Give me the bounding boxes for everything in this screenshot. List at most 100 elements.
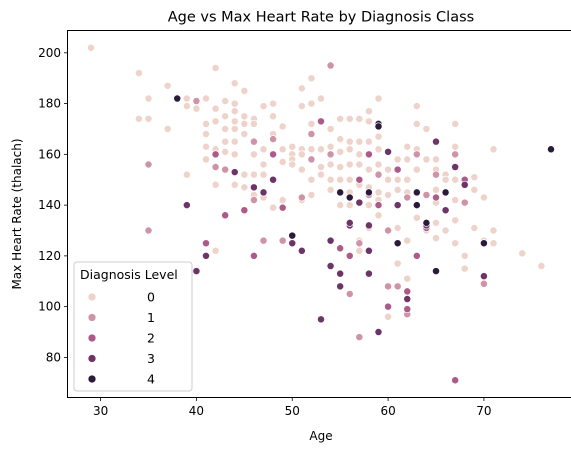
data-point-class-0: [538, 262, 545, 269]
data-point-class-1: [346, 290, 353, 297]
data-point-class-0: [327, 176, 334, 183]
data-point-class-3: [250, 184, 257, 191]
data-point-class-2: [404, 288, 411, 295]
data-point-class-1: [308, 156, 315, 163]
data-point-class-0: [452, 143, 459, 150]
data-point-class-0: [279, 196, 286, 203]
data-point-class-0: [346, 146, 353, 153]
y-tick-label: 200: [38, 46, 61, 60]
data-point-class-1: [452, 151, 459, 158]
data-point-class-0: [269, 113, 276, 120]
data-point-class-4: [413, 202, 420, 209]
data-point-class-2: [269, 151, 276, 158]
data-point-class-0: [337, 202, 344, 209]
data-point-class-0: [356, 151, 363, 158]
data-point-class-0: [337, 136, 344, 143]
data-point-class-0: [442, 227, 449, 234]
data-point-class-0: [404, 237, 411, 244]
data-point-class-1: [413, 151, 420, 158]
data-point-class-0: [212, 64, 219, 71]
data-point-class-0: [222, 113, 229, 120]
data-point-class-2: [384, 303, 391, 310]
data-point-class-3: [289, 240, 296, 247]
data-point-class-0: [452, 120, 459, 127]
data-point-class-0: [241, 184, 248, 191]
data-point-class-0: [423, 125, 430, 132]
data-point-class-1: [404, 194, 411, 201]
chart-title: Age vs Max Heart Rate by Diagnosis Class: [168, 10, 474, 26]
x-tick-label: 60: [380, 404, 395, 418]
data-point-class-1: [432, 171, 439, 178]
data-point-class-1: [327, 62, 334, 69]
data-point-class-0: [269, 100, 276, 107]
data-point-class-0: [452, 217, 459, 224]
data-point-class-2: [432, 194, 439, 201]
data-point-class-0: [327, 125, 334, 132]
data-point-class-0: [222, 97, 229, 104]
data-point-class-0: [308, 191, 315, 198]
data-point-class-0: [260, 103, 267, 110]
data-point-class-0: [365, 202, 372, 209]
data-point-class-2: [413, 252, 420, 259]
data-point-class-0: [432, 156, 439, 163]
data-point-class-0: [461, 265, 468, 272]
data-point-class-2: [404, 306, 411, 313]
data-point-class-0: [394, 186, 401, 193]
data-point-class-0: [212, 118, 219, 125]
data-point-class-0: [375, 146, 382, 153]
data-point-class-0: [356, 138, 363, 145]
data-point-class-4: [174, 95, 181, 102]
data-point-class-0: [346, 161, 353, 168]
data-point-class-4: [423, 219, 430, 226]
data-point-class-3: [365, 270, 372, 277]
data-point-class-3: [337, 270, 344, 277]
y-tick-label: 80: [46, 350, 61, 364]
data-point-class-0: [346, 202, 353, 209]
data-point-class-0: [260, 161, 267, 168]
data-point-class-0: [231, 125, 238, 132]
data-point-class-3: [404, 295, 411, 302]
data-point-class-1: [423, 191, 430, 198]
data-point-class-3: [269, 176, 276, 183]
data-point-class-4: [365, 189, 372, 196]
data-point-class-0: [404, 143, 411, 150]
data-point-class-4: [442, 189, 449, 196]
data-point-class-1: [298, 194, 305, 201]
data-point-class-0: [231, 181, 238, 188]
data-point-class-0: [260, 146, 267, 153]
data-point-class-3: [432, 138, 439, 145]
data-point-class-3: [317, 316, 324, 323]
data-point-class-0: [404, 156, 411, 163]
data-point-class-1: [269, 136, 276, 143]
data-point-class-0: [241, 171, 248, 178]
data-point-class-0: [394, 176, 401, 183]
data-point-class-0: [452, 240, 459, 247]
data-point-class-1: [222, 166, 229, 173]
data-point-class-0: [145, 115, 152, 122]
data-point-class-0: [327, 186, 334, 193]
data-point-class-0: [346, 176, 353, 183]
data-point-class-0: [250, 120, 257, 127]
data-point-class-0: [308, 146, 315, 153]
data-point-class-0: [384, 191, 391, 198]
data-point-class-2: [222, 212, 229, 219]
data-point-class-0: [279, 146, 286, 153]
data-point-class-3: [327, 237, 334, 244]
data-point-class-0: [135, 115, 142, 122]
data-point-class-0: [202, 156, 209, 163]
data-point-class-0: [413, 120, 420, 127]
data-point-class-0: [337, 176, 344, 183]
data-point-class-0: [490, 227, 497, 234]
data-point-class-3: [231, 169, 238, 176]
legend-label-2: 2: [147, 331, 155, 346]
data-point-class-4: [432, 268, 439, 275]
data-point-class-0: [384, 166, 391, 173]
data-point-class-0: [432, 235, 439, 242]
data-point-class-0: [231, 118, 238, 125]
data-point-class-0: [452, 196, 459, 203]
data-point-class-0: [365, 108, 372, 115]
x-axis-label: Age: [309, 429, 332, 443]
data-point-class-2: [394, 166, 401, 173]
